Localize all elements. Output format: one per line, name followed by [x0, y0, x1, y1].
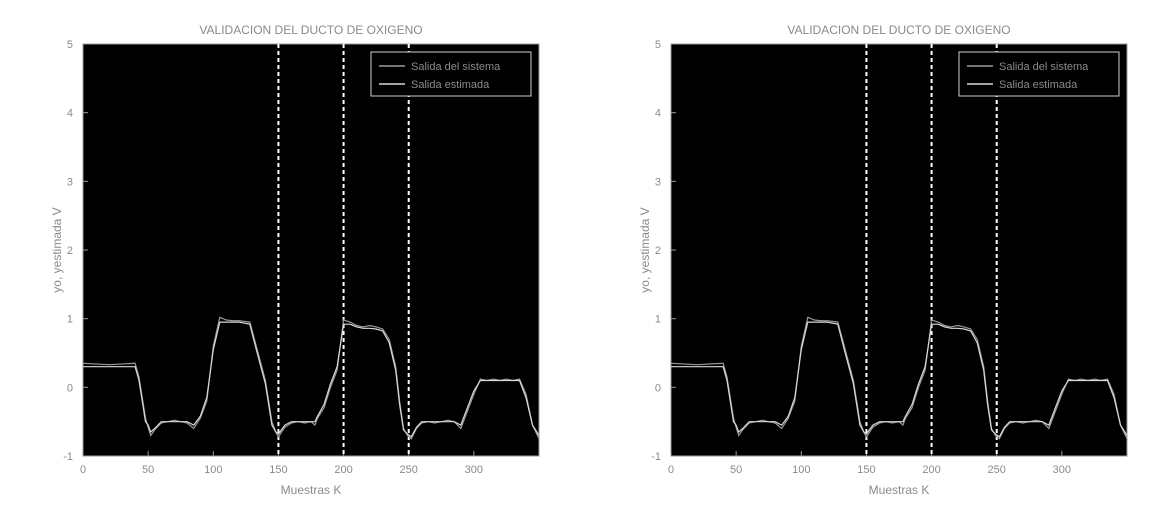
legend-box: [958, 51, 1120, 97]
plot-area: [82, 43, 540, 457]
y-tick-label: 3: [655, 176, 661, 188]
y-tick-label: 1: [655, 314, 661, 326]
y-tick-label: -1: [651, 451, 661, 463]
plot-area: [670, 43, 1128, 457]
y-axis-label: yo, yestimada V: [50, 207, 64, 292]
y-tick-label: 4: [67, 108, 73, 120]
x-axis-label: Muestras K: [281, 483, 342, 497]
y-tick-label: 0: [655, 382, 661, 394]
chart-right-svg: VALIDACION DEL DUCTO DE OXIGENO Muestras …: [638, 23, 1128, 497]
y-tick-label: 5: [67, 39, 73, 51]
x-tick-label: 200: [922, 464, 940, 476]
y-tick-label: 4: [655, 108, 661, 120]
x-tick-label: 50: [730, 464, 742, 476]
series-line: [83, 321, 540, 438]
x-tick-label: 0: [80, 464, 86, 476]
legend: Salida del sistema Salida estimada: [958, 51, 1120, 97]
chart-title: VALIDACION DEL DUCTO DE OXIGENO: [199, 23, 422, 37]
x-tick-label: 0: [668, 464, 674, 476]
x-tick-label: 100: [792, 464, 810, 476]
y-tick-label: 1: [67, 314, 73, 326]
legend-label: Salida estimada: [999, 79, 1078, 91]
y-tick-label: 2: [67, 245, 73, 257]
y-tick-label: 2: [655, 245, 661, 257]
y-tick-label: 3: [67, 176, 73, 188]
x-tick-label: 250: [988, 464, 1006, 476]
x-tick-label: 200: [334, 464, 352, 476]
legend-label: Salida del sistema: [999, 61, 1089, 73]
x-axis-label: Muestras K: [869, 483, 930, 497]
legend-label: Salida del sistema: [411, 61, 501, 73]
x-tick-label: 250: [400, 464, 418, 476]
y-tick-label: 5: [655, 39, 661, 51]
series-line: [671, 321, 1128, 438]
x-tick-label: 150: [857, 464, 875, 476]
legend-box: [370, 51, 532, 97]
x-tick-label: 150: [269, 464, 287, 476]
chart-left: VALIDACION DEL DUCTO DE OXIGENO Muestras …: [0, 0, 585, 507]
y-tick-label: 0: [67, 382, 73, 394]
y-tick-label: -1: [63, 451, 73, 463]
legend-label: Salida estimada: [411, 79, 490, 91]
y-axis-label: yo, yestimada V: [638, 207, 652, 292]
x-tick-label: 100: [204, 464, 222, 476]
chart-title: VALIDACION DEL DUCTO DE OXIGENO: [787, 23, 1010, 37]
x-tick-label: 300: [1053, 464, 1071, 476]
chart-left-svg: VALIDACION DEL DUCTO DE OXIGENO Muestras …: [50, 23, 540, 497]
series-line: [82, 316, 540, 440]
x-tick-label: 300: [465, 464, 483, 476]
series-line: [670, 316, 1128, 440]
x-tick-label: 50: [142, 464, 154, 476]
legend: Salida del sistema Salida estimada: [370, 51, 532, 97]
chart-right: VALIDACION DEL DUCTO DE OXIGENO Muestras …: [588, 0, 1173, 507]
